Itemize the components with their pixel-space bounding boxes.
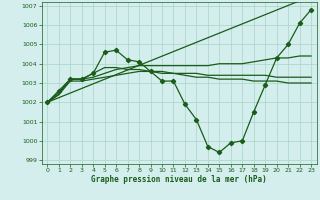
X-axis label: Graphe pression niveau de la mer (hPa): Graphe pression niveau de la mer (hPa) <box>91 175 267 184</box>
